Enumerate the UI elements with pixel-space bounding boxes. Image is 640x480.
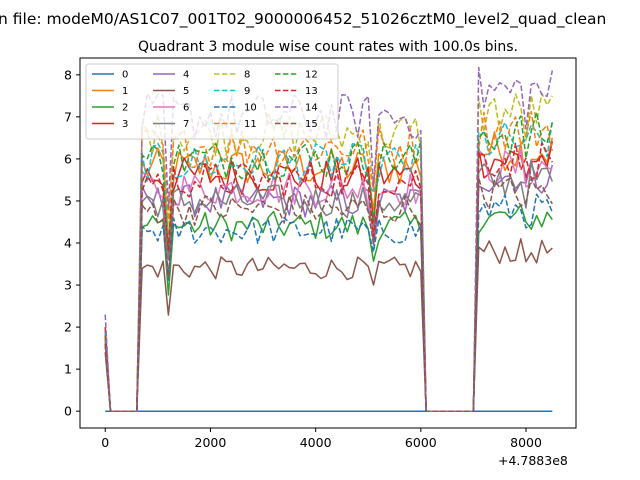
legend-box [85,63,339,140]
x-tick-label: 6000 [405,435,437,450]
legend-label: 10 [244,103,257,114]
legend-label: 14 [305,103,318,114]
x-offset-label: +4.7883e8 [498,453,568,468]
y-tick-label: 1 [64,362,72,377]
legend-label: 3 [122,119,128,130]
legend-label: 5 [183,86,189,97]
legend-label: 2 [122,103,128,114]
chart-title: Quadrant 3 module wise count rates with … [138,39,518,55]
y-tick-label: 4 [64,236,72,251]
legend-label: 7 [183,119,189,130]
y-tick-label: 0 [64,404,72,419]
y-tick-label: 8 [64,67,72,82]
legend-label: 0 [122,70,128,81]
legend-label: 1 [122,86,128,97]
legend-label: 9 [244,86,250,97]
plot-frame [79,57,577,429]
x-tick-label: 4000 [300,435,332,450]
legend-label: 15 [305,119,318,130]
x-tick-label: 0 [101,435,109,450]
legend-label: 12 [305,70,318,81]
legend-label: 8 [244,70,250,81]
y-tick-label: 2 [64,320,72,335]
x-tick-label: 8000 [510,435,542,450]
legend-label: 13 [305,86,318,97]
series-line-9 [104,121,554,412]
legend-label: 6 [183,103,189,114]
y-tick-label: 7 [64,109,72,124]
series-line-12 [104,111,554,412]
legend-label: 11 [244,119,257,130]
legend-label: 4 [183,70,189,81]
chart-suptitle: n file: modeM0/AS1C07_001T02_9000006452_… [0,10,606,29]
y-tick-label: 3 [64,278,72,293]
y-tick-label: 5 [64,193,72,208]
x-tick-label: 2000 [195,435,227,450]
y-tick-label: 6 [64,151,72,166]
